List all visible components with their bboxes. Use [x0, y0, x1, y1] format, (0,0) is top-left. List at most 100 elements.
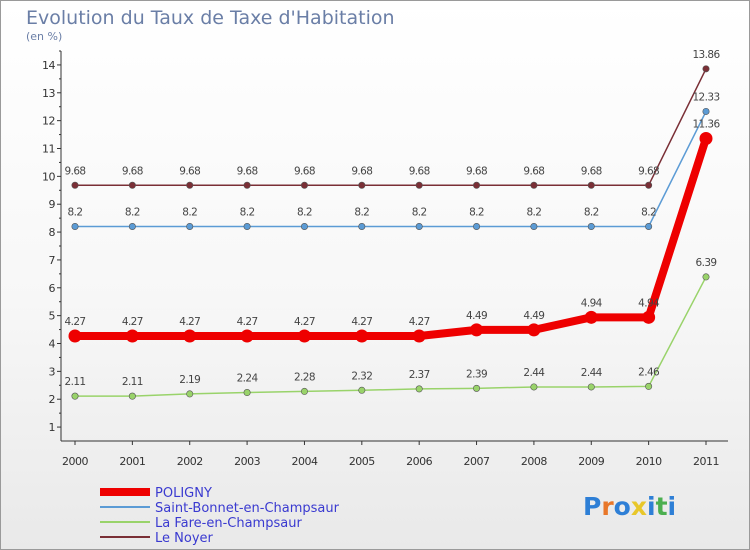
proxiti-logo: Proxiti	[583, 492, 676, 521]
data-point	[530, 223, 538, 231]
data-label: 4.94	[581, 297, 603, 309]
data-point	[473, 223, 481, 231]
data-label: 9.68	[581, 165, 602, 177]
y-tick-label: 3	[49, 365, 56, 378]
data-point	[128, 392, 136, 400]
data-label: 8.2	[68, 207, 83, 219]
data-label: 9.68	[122, 165, 143, 177]
logo-letter: t	[656, 492, 668, 521]
x-tick-label: 2010	[636, 455, 662, 468]
data-label: 8.2	[469, 207, 484, 219]
legend-label: Saint-Bonnet-en-Champsaur	[155, 501, 340, 516]
data-label: 4.27	[237, 316, 258, 328]
data-label: 2.19	[179, 374, 200, 386]
data-label: 9.68	[351, 165, 372, 177]
chart-subtitle: (en %)	[26, 30, 62, 43]
y-tick-label: 13	[42, 87, 55, 100]
data-label: 4.27	[179, 316, 200, 328]
data-label: 8.2	[297, 207, 312, 219]
data-label: 2.46	[638, 366, 660, 378]
data-label: 4.49	[466, 310, 487, 322]
data-point	[584, 310, 598, 324]
data-point	[645, 223, 653, 231]
data-label: 13.86	[692, 49, 720, 61]
data-point	[645, 181, 653, 189]
logo-letter: x	[631, 492, 647, 521]
data-label: 9.68	[523, 165, 544, 177]
data-point	[587, 223, 595, 231]
x-tick-label: 2003	[234, 455, 260, 468]
logo-letter: i	[647, 492, 656, 521]
data-point	[71, 223, 79, 231]
y-tick-label: 8	[49, 226, 56, 239]
data-point	[473, 181, 481, 189]
data-label: 2.32	[351, 370, 372, 382]
x-tick-label: 2007	[464, 455, 490, 468]
data-point	[642, 310, 656, 324]
data-point	[699, 131, 713, 145]
data-label: 9.68	[294, 165, 315, 177]
y-tick-label: 7	[49, 254, 56, 267]
series-le-noyer	[71, 65, 710, 189]
series-line	[75, 137, 710, 340]
data-label: 2.37	[409, 369, 430, 381]
data-point	[243, 223, 251, 231]
y-tick-label: 4	[49, 338, 56, 351]
data-label: 2.44	[523, 367, 545, 379]
data-label: 4.27	[65, 316, 86, 328]
legend-label: La Fare-en-Champsaur	[155, 516, 302, 531]
data-point	[702, 273, 710, 281]
data-label: 6.39	[696, 257, 717, 269]
y-tick-label: 2	[49, 393, 56, 406]
data-point	[300, 181, 308, 189]
legend-label: Le Noyer	[155, 531, 214, 546]
data-point	[68, 329, 82, 343]
data-label: 2.24	[237, 373, 259, 385]
data-label: 9.68	[466, 165, 487, 177]
data-point	[243, 389, 251, 397]
series-line	[75, 276, 707, 397]
y-tick-label: 5	[49, 310, 56, 323]
y-tick-label: 12	[42, 115, 55, 128]
series-poligny	[68, 131, 713, 343]
data-point	[415, 181, 423, 189]
x-tick-label: 2002	[177, 455, 203, 468]
data-label: 9.68	[638, 165, 659, 177]
data-label: 4.49	[523, 310, 544, 322]
data-point	[128, 181, 136, 189]
data-point	[473, 384, 481, 392]
series-line	[75, 68, 707, 187]
data-label: 4.27	[351, 316, 372, 328]
data-point	[71, 392, 79, 400]
logo-letter: r	[601, 492, 614, 521]
x-tick-label: 2000	[62, 455, 88, 468]
logo-letter: P	[583, 492, 601, 521]
data-point	[470, 323, 484, 337]
data-point	[412, 329, 426, 343]
data-label: 2.11	[65, 376, 86, 388]
data-label: 4.27	[409, 316, 430, 328]
data-point	[358, 181, 366, 189]
data-label: 9.68	[237, 165, 258, 177]
x-tick-label: 2009	[578, 455, 604, 468]
data-point	[645, 382, 653, 390]
data-point	[186, 390, 194, 398]
data-label: 8.2	[354, 207, 369, 219]
data-point	[702, 65, 710, 73]
data-point	[358, 386, 366, 394]
data-point	[186, 181, 194, 189]
data-label: 2.11	[122, 376, 143, 388]
data-label: 2.39	[466, 368, 487, 380]
y-tick-label: 11	[42, 143, 55, 156]
data-point	[587, 181, 595, 189]
data-point	[297, 329, 311, 343]
data-label: 2.44	[581, 367, 603, 379]
data-point	[355, 329, 369, 343]
data-point	[300, 387, 308, 395]
y-tick-label: 6	[49, 282, 56, 295]
data-point	[128, 223, 136, 231]
